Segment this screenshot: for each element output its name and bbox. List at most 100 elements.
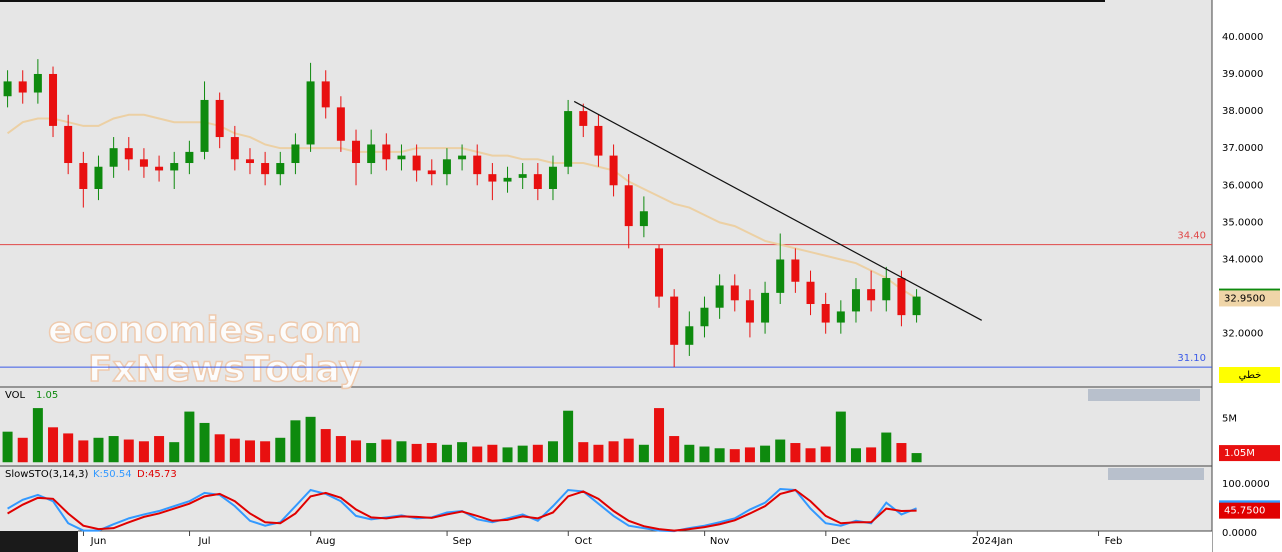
candle-body [912, 296, 921, 316]
volume-bar [729, 449, 740, 463]
candle-body [806, 281, 815, 305]
volume-bar [366, 443, 377, 463]
volume-bar [532, 444, 543, 463]
x-tick-label: Dec [831, 536, 850, 547]
volume-bar [866, 447, 877, 463]
volume-bar [820, 446, 831, 463]
x-tick-label: Nov [710, 536, 730, 547]
volume-bar [790, 443, 801, 463]
candle-body [94, 166, 103, 189]
volume-bar [93, 437, 104, 463]
stoch-k-label: K:50.54 [93, 469, 132, 480]
candle-body [185, 151, 194, 164]
y-tick-label: 34.0000 [1222, 254, 1263, 265]
volume-bar [123, 439, 134, 463]
toolbar[interactable] [1108, 468, 1204, 480]
candle-body [170, 163, 179, 171]
volume-bar [260, 441, 271, 463]
candle-body [700, 307, 709, 327]
volume-bar [78, 440, 89, 463]
volume-bar [396, 441, 407, 463]
volume-bar [290, 420, 301, 463]
candle-body [367, 144, 376, 164]
candle-body [564, 111, 573, 167]
stoch-title: SlowSTO(3,14,3) [5, 469, 88, 480]
toolbar[interactable] [1088, 389, 1200, 401]
volume-bar [517, 445, 528, 463]
x-tick-label: Jun [90, 536, 107, 547]
volume-bar [351, 440, 362, 463]
volume-bar [381, 439, 392, 463]
candle-body [655, 248, 664, 297]
volume-bar [850, 448, 861, 463]
volume-bar [335, 436, 346, 463]
volume-bar [593, 444, 604, 463]
candle-body [397, 155, 406, 160]
y-tick-label: 100.0000 [1222, 479, 1270, 490]
y-tick-label: 0.0000 [1222, 528, 1257, 539]
candle-body [836, 311, 845, 323]
x-tick-label: Sep [453, 536, 472, 547]
volume-bar [199, 422, 210, 463]
y-tick-label: 39.0000 [1222, 69, 1263, 80]
stoch-line [7, 488, 917, 532]
candle-body [261, 163, 270, 175]
volume-value: 1.05 [36, 390, 58, 401]
volume-bar [138, 441, 149, 463]
volume-bar [108, 436, 119, 463]
volume-bar [441, 444, 452, 463]
volume-bar [578, 442, 589, 463]
price-label-box [1219, 502, 1280, 519]
volume-bar [472, 446, 483, 463]
candle-body [276, 163, 285, 175]
x-tick-label: 2024Jan [972, 536, 1013, 547]
x-tick-label: Feb [1105, 536, 1123, 547]
candle-body [730, 285, 739, 301]
volume-bar [32, 408, 43, 463]
candle-body [18, 81, 27, 93]
candle-body [321, 81, 330, 108]
corner [0, 531, 78, 552]
candle-body [579, 111, 588, 126]
volume-bar [881, 432, 892, 463]
price-label: 32.9500 [1224, 293, 1265, 304]
candle-body [230, 137, 239, 160]
pane-toolbar[interactable] [1088, 389, 1200, 401]
candle-body [473, 155, 482, 175]
candle-body [109, 148, 118, 167]
volume-bar [502, 447, 513, 463]
watermark: FxNewsToday [88, 349, 362, 390]
candle-body [761, 292, 770, 323]
volume-bar [154, 436, 165, 463]
candle-body [548, 166, 557, 189]
volume-bar [563, 410, 574, 463]
volume-bar [744, 447, 755, 463]
volume-bar [184, 411, 195, 463]
candle-body [124, 148, 133, 160]
watermark: economies.com [48, 310, 362, 351]
candle-body [79, 163, 88, 189]
candle-body [49, 73, 58, 126]
volume-bar [48, 427, 59, 463]
mode-label[interactable]: خطي [1239, 370, 1262, 381]
candle-body [851, 289, 860, 312]
candle-body [139, 159, 148, 167]
y-tick-label: 36.0000 [1222, 180, 1263, 191]
volume-bar [638, 444, 649, 463]
mode-box[interactable] [1219, 367, 1280, 383]
volume-bar [684, 444, 695, 463]
candle-body [609, 155, 618, 186]
y-tick-label: 40.0000 [1222, 32, 1263, 43]
volume-bar [835, 411, 846, 463]
candle-body [3, 81, 12, 97]
volume-bar [17, 437, 28, 463]
volume-bar [699, 446, 710, 463]
volume-title: VOL [5, 390, 26, 401]
pane-toolbar[interactable] [1108, 468, 1204, 480]
candle-body [245, 159, 254, 164]
candle-body [594, 125, 603, 156]
volume-bar [305, 416, 316, 463]
volume-bar [654, 408, 665, 463]
price-label-box [1219, 290, 1280, 307]
volume-bar [805, 448, 816, 463]
